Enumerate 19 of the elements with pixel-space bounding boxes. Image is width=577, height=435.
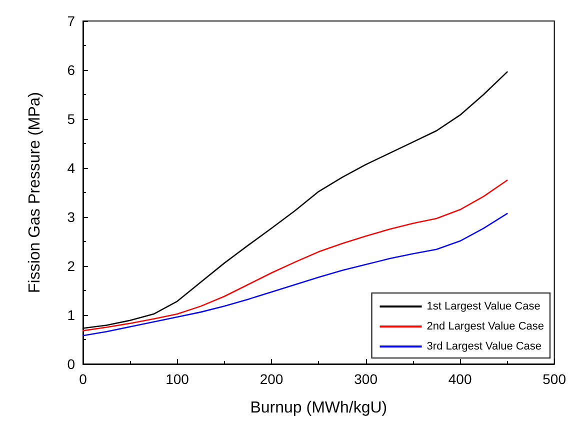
y-tick-label: 0 <box>67 356 76 372</box>
y-tick-label: 2 <box>67 258 76 274</box>
y-tick-label: 5 <box>67 111 76 127</box>
legend-label: 3rd Largest Value Case <box>426 340 542 352</box>
x-axis-title: Burnup (MWh/kgU) <box>250 400 388 416</box>
y-tick-label: 7 <box>67 13 76 29</box>
legend-label: 1st Largest Value Case <box>426 300 540 312</box>
x-tick-label: 300 <box>354 371 378 387</box>
y-tick-label: 4 <box>67 160 76 176</box>
x-tick-label: 200 <box>260 371 284 387</box>
y-tick-label: 1 <box>67 307 76 323</box>
x-tick-label: 100 <box>166 371 190 387</box>
y-tick-label: 6 <box>67 62 76 78</box>
y-axis-title: Fission Gas Pressure (MPa) <box>26 92 44 293</box>
x-tick-label: 500 <box>542 371 566 387</box>
x-tick-label: 0 <box>79 371 88 387</box>
x-tick-label: 400 <box>448 371 472 387</box>
y-tick-label: 3 <box>67 209 76 225</box>
legend-label: 2nd Largest Value Case <box>426 320 544 332</box>
